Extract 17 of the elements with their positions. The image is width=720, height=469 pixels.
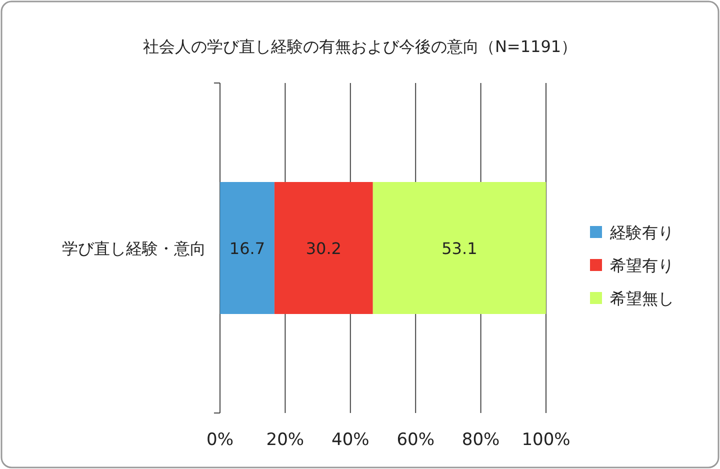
x-tick-label: 100% — [522, 430, 570, 450]
x-tick-label: 80% — [462, 430, 500, 450]
data-label: 53.1 — [442, 239, 478, 258]
data-label: 16.7 — [229, 239, 266, 258]
data-label: 30.2 — [306, 239, 342, 258]
x-tick-label: 20% — [266, 430, 304, 450]
bar — [274, 182, 373, 314]
legend-label: 希望有り — [610, 256, 674, 275]
x-tick-label: 0% — [206, 430, 234, 450]
chart-title: 社会人の学び直し経験の有無および今後の意向（N=1191） — [142, 37, 578, 56]
y-tick-label: 学び直し経験・意向 — [62, 239, 206, 258]
bar — [220, 182, 274, 314]
legend-label: 希望無し — [610, 289, 674, 308]
x-tick-label: 40% — [332, 430, 370, 450]
legend-label: 経験有り — [609, 223, 674, 242]
bar — [372, 182, 546, 314]
x-tick-label: 60% — [396, 430, 434, 450]
